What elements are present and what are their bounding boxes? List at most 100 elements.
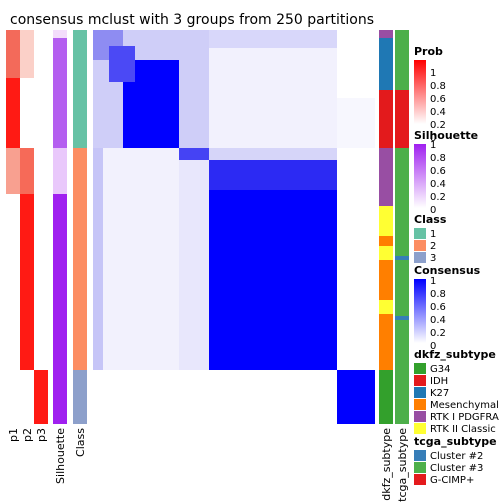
block-cluster1-edge [109, 46, 135, 82]
silhouette-seg-e [53, 370, 67, 424]
legend-dkfz-swatch [414, 375, 426, 386]
dkfz-seg-9 [379, 300, 393, 314]
legend-prob-title: Prob [414, 45, 443, 58]
tcga-seg-2 [395, 90, 409, 148]
legend-dkfz-swatch [414, 423, 426, 434]
legend-prob-tick: 0 [430, 133, 436, 144]
legend-consensus-gradient [414, 279, 426, 343]
legend-tcga-label: Cluster #2 [430, 451, 483, 462]
block-cluster2-upper [209, 160, 337, 190]
consensus-matrix [93, 30, 375, 424]
legend-silhouette-title: Silhouette [414, 129, 478, 142]
dkfz-seg-5 [379, 206, 393, 236]
legend-prob-tick: 1 [430, 68, 436, 79]
legend-tcga-label: G-CIMP+ [430, 475, 474, 486]
legend-tcga-swatch [414, 474, 426, 485]
p1-seg-c [6, 148, 20, 194]
legend-tcga-swatch [414, 450, 426, 461]
legend-consensus-tick: 0 [430, 341, 436, 352]
legend-silhouette-tick: 0 [430, 205, 436, 216]
dkfz-seg-4 [379, 148, 393, 206]
block-mid-left-strip [93, 148, 103, 370]
legend-consensus-title: Consensus [414, 264, 481, 277]
tcga-seg-1 [395, 30, 409, 90]
legend-consensus-tick: 0.6 [430, 302, 446, 313]
class-seg-3 [73, 370, 87, 424]
tcga-seg-3 [395, 148, 409, 424]
legend-consensus: Consensus 1 0.8 0.6 0.4 0.2 0 [414, 264, 481, 352]
legend-tcga-swatch [414, 462, 426, 473]
chart-title: consensus mclust with 3 groups from 250 … [10, 12, 374, 28]
legend-dkfz-swatch [414, 387, 426, 398]
silhouette-track [53, 30, 67, 424]
legend-prob-tick: 0.8 [430, 81, 446, 92]
silhouette-seg-c [53, 148, 67, 194]
legend-consensus-tick: 0.8 [430, 289, 446, 300]
legend-class-label: 3 [430, 253, 436, 264]
legend-class-swatch [414, 240, 426, 251]
dkfz-seg-3 [379, 90, 393, 148]
legend-class-title: Class [414, 213, 447, 226]
legend-tcga-title: tcga_subtype [414, 435, 497, 448]
dkfz-seg-8 [379, 260, 393, 300]
silhouette-seg-d [53, 194, 67, 370]
block-cluster3-row-top [337, 98, 375, 148]
legend-dkfz-label: RTK I PDGFRA [430, 412, 499, 423]
block-cluster2-left [179, 160, 209, 370]
class-seg-1 [73, 30, 87, 148]
legend-silhouette: Silhouette 1 0.8 0.6 0.4 0.2 0 [414, 129, 478, 216]
p1-seg-a [6, 30, 20, 78]
label-tcga-subtype: tcga_subtype [396, 428, 409, 502]
legend-tcga-label: Cluster #3 [430, 463, 483, 474]
label-silhouette: Silhouette [54, 428, 67, 484]
class-seg-2 [73, 148, 87, 370]
label-p3: p3 [35, 428, 48, 442]
block-top-right-lighter [209, 30, 337, 48]
p2-seg-b [20, 148, 34, 194]
legend-tcga-subtype: tcga_subtype Cluster #2 Cluster #3 G-CIM… [414, 435, 497, 486]
legend-consensus-tick: 0.4 [430, 315, 446, 326]
legend-consensus-tick: 0.2 [430, 328, 446, 339]
block-cluster2-big [209, 190, 337, 370]
block-cluster3-core [337, 370, 375, 424]
dkfz-seg-7 [379, 246, 393, 260]
legend-silhouette-tick: 0.4 [430, 179, 446, 190]
prob-tracks [6, 30, 48, 424]
legend-silhouette-tick: 0.2 [430, 192, 446, 203]
legend-dkfz-label: RTK II Classic [430, 424, 496, 435]
column-labels: p1 p2 p3 Silhouette Class dkfz_subtype t… [7, 428, 409, 502]
legend-prob-tick: 0.6 [430, 94, 446, 105]
legend-dkfz-swatch [414, 399, 426, 410]
p1-seg-b [6, 78, 20, 148]
legend-silhouette-gradient [414, 144, 426, 208]
dkfz-seg-11 [379, 370, 393, 424]
legend-dkfz-label: IDH [430, 376, 448, 387]
legend-class-swatch [414, 228, 426, 239]
legend-dkfz-swatch [414, 363, 426, 374]
legend-class-swatch [414, 252, 426, 263]
tcga-subtype-track [395, 30, 409, 424]
p2-seg-c [20, 194, 34, 370]
block-top-right-light [209, 30, 337, 148]
silhouette-seg-a [53, 30, 67, 38]
legend-dkfz-title: dkfz_subtype [414, 348, 496, 361]
dkfz-seg-6 [379, 236, 393, 246]
dkfz-seg-1 [379, 30, 393, 38]
legend-dkfz-label: K27 [430, 388, 449, 399]
legend-class-label: 2 [430, 241, 436, 252]
dkfz-seg-10 [379, 314, 393, 370]
legend-dkfz-swatch [414, 411, 426, 422]
p3-seg-a [34, 370, 48, 424]
legend-class-label: 1 [430, 229, 436, 240]
legend-consensus-tick: 1 [430, 276, 436, 287]
legend-silhouette-tick: 0.8 [430, 153, 446, 164]
legend-dkfz-label: Mesenchymal [430, 400, 499, 411]
p2-seg-a [20, 30, 34, 78]
label-dkfz-subtype: dkfz_subtype [380, 428, 393, 501]
p1-seg-d [6, 194, 20, 370]
legend-class: Class 1 2 3 [414, 213, 447, 264]
legend-prob-tick: 0.2 [430, 120, 446, 131]
label-class: Class [74, 428, 87, 457]
block-mid-left [93, 148, 179, 370]
